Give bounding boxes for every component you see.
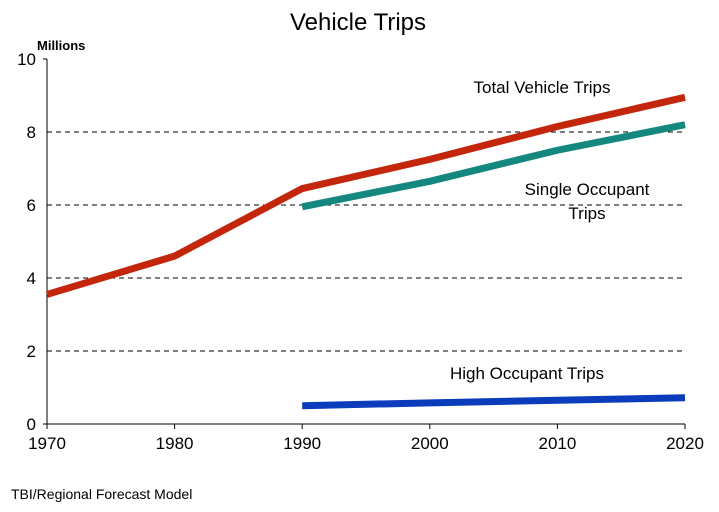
x-tick-label: 1970 bbox=[28, 434, 66, 453]
series-line bbox=[45, 93, 686, 298]
x-tick-label: 2020 bbox=[666, 434, 704, 453]
x-tick-label: 1980 bbox=[156, 434, 194, 453]
y-tick-label: 6 bbox=[27, 196, 36, 215]
series-label: Single Occupant Trips bbox=[524, 180, 650, 223]
x-tick-label: 2010 bbox=[538, 434, 576, 453]
x-tick-label: 2000 bbox=[411, 434, 449, 453]
series-label: Total Vehicle Trips bbox=[473, 78, 611, 97]
y-axis-label: Millions bbox=[37, 38, 85, 53]
source-note: TBI/Regional Forecast Model bbox=[11, 486, 192, 502]
y-tick-label: 8 bbox=[27, 123, 36, 142]
series-line bbox=[302, 394, 686, 410]
chart-title: Vehicle Trips bbox=[290, 9, 426, 36]
y-tick-label: 0 bbox=[27, 415, 36, 434]
series-label: High Occupant Trips bbox=[449, 364, 604, 383]
y-tick-label: 10 bbox=[17, 50, 36, 69]
y-tick-label: 4 bbox=[27, 269, 36, 288]
x-tick-label: 1990 bbox=[283, 434, 321, 453]
series-line bbox=[301, 121, 686, 211]
y-tick-label: 2 bbox=[27, 342, 36, 361]
